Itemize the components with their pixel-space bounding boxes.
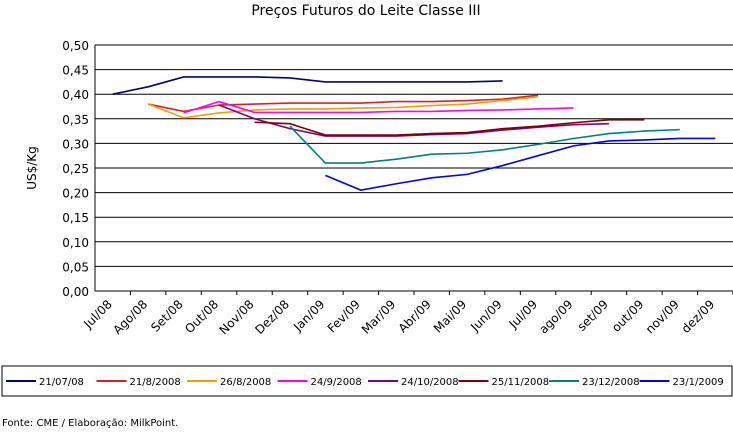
x-tick-label: Abr/09	[396, 297, 434, 335]
legend-label: 24/10/2008	[401, 377, 459, 388]
x-tick-label: nov/09	[643, 297, 682, 336]
x-tick-label: Out/08	[182, 297, 221, 336]
y-tick-label: 0,50	[62, 39, 89, 53]
x-tick-label: Jan/09	[290, 297, 327, 334]
series-line	[325, 137, 716, 191]
series-line	[289, 125, 680, 164]
legend-label: 24/9/2008	[311, 377, 362, 388]
y-axis-label: US$/Kg	[25, 146, 39, 190]
legend-label: 21/8/2008	[130, 377, 181, 388]
x-tick-label: Ago/08	[110, 297, 150, 337]
series-line	[183, 100, 574, 114]
chart-title: Preços Futuros do Leite Classe III	[251, 3, 480, 19]
legend-label: 26/8/2008	[220, 377, 271, 388]
x-tick-label: Fev/09	[325, 297, 363, 335]
y-tick-label: 0,30	[62, 137, 89, 151]
legend-label: 23/1/2009	[673, 377, 724, 388]
y-tick-label: 0,20	[62, 187, 89, 201]
y-tick-label: 0,35	[62, 113, 89, 127]
x-tick-label: Dez/08	[252, 297, 292, 337]
y-tick-label: 0,45	[62, 64, 89, 78]
series-line	[254, 118, 645, 136]
y-tick-label: 0,25	[62, 162, 89, 176]
legend-box	[1, 365, 733, 397]
x-tick-label: Mai/09	[431, 297, 469, 335]
y-tick-label: 0,40	[62, 88, 89, 102]
x-tick-label: ago/09	[536, 297, 575, 336]
x-tick-label: dez/09	[679, 297, 718, 336]
legend-label: 21/07/08	[39, 377, 84, 388]
x-tick-label: out/09	[609, 297, 646, 334]
footnote: Fonte: CME / Elaboração: MilkPoint.	[2, 418, 178, 429]
x-tick-label: Mar/09	[359, 297, 399, 337]
x-tick-label: Nov/08	[217, 297, 257, 337]
x-tick-label: Set/08	[148, 297, 185, 334]
series-line	[112, 76, 503, 95]
legend-label: 23/12/2008	[582, 377, 640, 388]
y-tick-label: 0,05	[62, 260, 89, 274]
series-line	[218, 104, 609, 137]
y-tick-label: 0,00	[62, 285, 89, 299]
x-tick-label: Jun/09	[467, 297, 505, 335]
series-line	[148, 94, 539, 113]
legend-label: 25/11/2008	[492, 377, 550, 388]
x-tick-label: set/09	[575, 297, 612, 334]
y-tick-label: 0,10	[62, 236, 89, 250]
series-line	[147, 95, 539, 119]
y-tick-label: 0,15	[62, 211, 89, 225]
